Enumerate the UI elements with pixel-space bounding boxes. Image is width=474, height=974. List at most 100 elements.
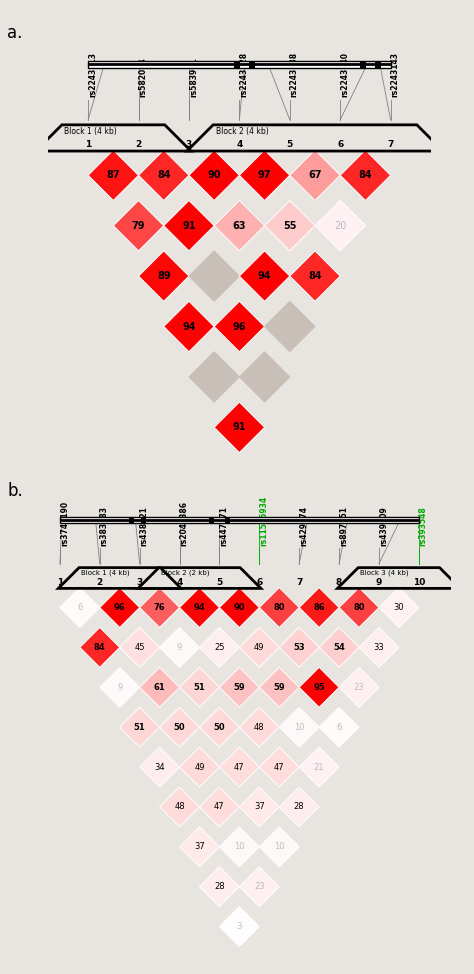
Text: 61: 61 xyxy=(154,683,165,692)
Text: 21: 21 xyxy=(314,763,324,771)
Polygon shape xyxy=(113,201,164,251)
Text: 55: 55 xyxy=(283,221,297,231)
Bar xyxy=(249,60,255,68)
Text: 3: 3 xyxy=(237,922,242,931)
Polygon shape xyxy=(264,201,315,251)
Text: 47: 47 xyxy=(234,763,245,771)
Text: 89: 89 xyxy=(157,271,171,281)
Text: 7: 7 xyxy=(296,579,302,587)
Text: rs11575934: rs11575934 xyxy=(259,496,268,545)
Polygon shape xyxy=(200,787,239,827)
Polygon shape xyxy=(219,587,259,627)
Text: 54: 54 xyxy=(333,643,345,652)
Polygon shape xyxy=(180,587,219,627)
Text: 84: 84 xyxy=(308,271,322,281)
Bar xyxy=(209,517,214,523)
Text: 80: 80 xyxy=(273,603,285,612)
Text: 47: 47 xyxy=(274,763,284,771)
Text: 76: 76 xyxy=(154,603,165,612)
Text: 3: 3 xyxy=(137,579,143,587)
Text: rs2243140: rs2243140 xyxy=(340,53,349,97)
Polygon shape xyxy=(189,352,239,402)
Polygon shape xyxy=(259,747,299,787)
Bar xyxy=(88,60,391,68)
Polygon shape xyxy=(279,787,319,827)
Text: 53: 53 xyxy=(293,643,305,652)
Text: 91: 91 xyxy=(182,221,196,231)
Text: 30: 30 xyxy=(393,603,404,612)
Polygon shape xyxy=(180,667,219,707)
Bar xyxy=(129,517,134,523)
Polygon shape xyxy=(279,627,319,667)
Text: rs2045386: rs2045386 xyxy=(180,501,189,545)
Text: 84: 84 xyxy=(94,643,106,652)
Text: Block 3 (4 kb): Block 3 (4 kb) xyxy=(360,570,409,577)
Polygon shape xyxy=(214,301,264,352)
Text: 95: 95 xyxy=(313,683,325,692)
Text: 7: 7 xyxy=(387,139,394,148)
Text: 37: 37 xyxy=(194,843,205,851)
Polygon shape xyxy=(319,627,359,667)
Polygon shape xyxy=(339,667,379,707)
Polygon shape xyxy=(259,827,299,867)
Polygon shape xyxy=(290,251,340,301)
Text: rs2243138: rs2243138 xyxy=(290,52,299,97)
Text: 9: 9 xyxy=(177,643,182,652)
Polygon shape xyxy=(279,707,319,747)
Text: Block 1 (4 kb): Block 1 (4 kb) xyxy=(64,128,117,136)
Polygon shape xyxy=(189,251,239,301)
Text: 48: 48 xyxy=(174,803,185,811)
Polygon shape xyxy=(200,707,239,747)
Polygon shape xyxy=(100,587,140,627)
Text: 96: 96 xyxy=(114,603,126,612)
Polygon shape xyxy=(120,707,160,747)
Polygon shape xyxy=(164,301,214,352)
Text: 51: 51 xyxy=(193,683,205,692)
Polygon shape xyxy=(219,907,259,947)
Text: rs897751: rs897751 xyxy=(339,506,348,545)
Text: 28: 28 xyxy=(294,803,304,811)
Text: 10: 10 xyxy=(294,723,304,731)
Text: 37: 37 xyxy=(254,803,264,811)
Text: 9: 9 xyxy=(117,683,122,692)
Text: 2: 2 xyxy=(97,579,103,587)
Polygon shape xyxy=(379,587,419,627)
Polygon shape xyxy=(189,150,239,201)
Text: rs3746190: rs3746190 xyxy=(60,501,69,545)
Text: 94: 94 xyxy=(194,603,205,612)
Polygon shape xyxy=(340,150,391,201)
Polygon shape xyxy=(164,201,214,251)
Text: 51: 51 xyxy=(134,723,146,731)
Text: 8: 8 xyxy=(336,579,342,587)
Text: 90: 90 xyxy=(234,603,245,612)
Text: 84: 84 xyxy=(359,170,372,180)
Text: rs438421: rs438421 xyxy=(140,506,149,545)
Text: 6: 6 xyxy=(256,579,263,587)
Polygon shape xyxy=(299,587,339,627)
Bar xyxy=(360,60,366,68)
Text: 10: 10 xyxy=(413,579,425,587)
Text: 4: 4 xyxy=(236,139,243,148)
Text: 59: 59 xyxy=(273,683,285,692)
Text: 67: 67 xyxy=(308,170,322,180)
Text: 94: 94 xyxy=(182,321,196,331)
Polygon shape xyxy=(219,747,259,787)
Text: 45: 45 xyxy=(135,643,145,652)
Text: 63: 63 xyxy=(233,221,246,231)
Text: 59: 59 xyxy=(234,683,245,692)
Polygon shape xyxy=(264,301,315,352)
Polygon shape xyxy=(60,587,100,627)
Text: 86: 86 xyxy=(313,603,325,612)
Polygon shape xyxy=(100,667,140,707)
Polygon shape xyxy=(219,667,259,707)
Polygon shape xyxy=(359,627,399,667)
Text: a.: a. xyxy=(7,24,22,42)
Polygon shape xyxy=(88,150,138,201)
Text: 5: 5 xyxy=(287,139,293,148)
Text: rs429774: rs429774 xyxy=(299,506,308,545)
Polygon shape xyxy=(140,587,180,627)
Polygon shape xyxy=(219,827,259,867)
Text: 1: 1 xyxy=(85,139,91,148)
Text: 47: 47 xyxy=(214,803,225,811)
Text: rs393548: rs393548 xyxy=(419,506,428,545)
